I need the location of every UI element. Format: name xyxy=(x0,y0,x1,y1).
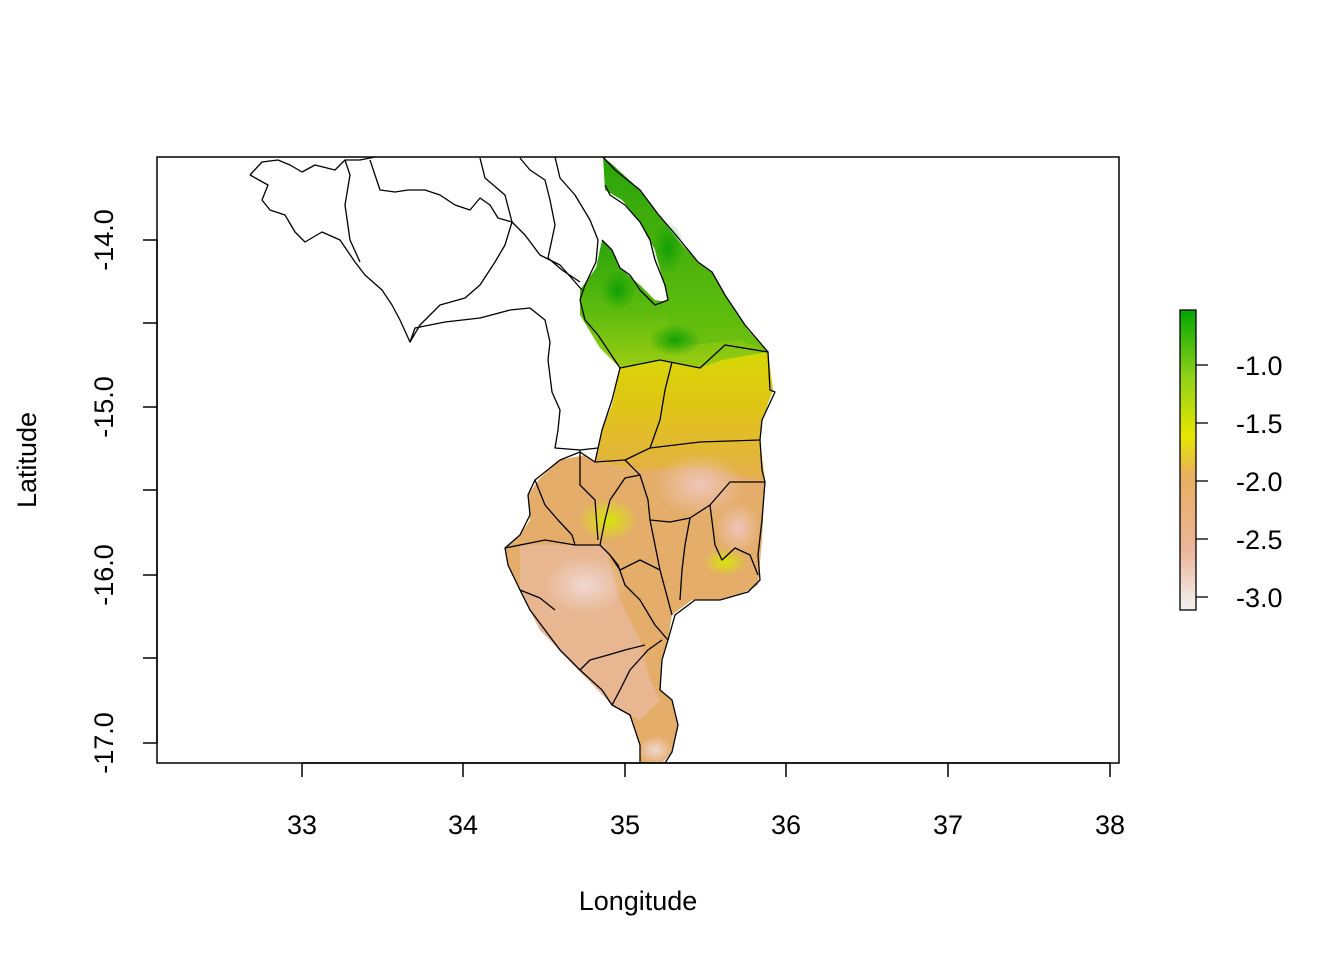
boundary-central-districts xyxy=(594,361,765,523)
boundary-western-region xyxy=(249,157,513,343)
x-tick-label: 36 xyxy=(771,810,801,840)
x-axis: 33 34 35 36 37 38 Longitude xyxy=(287,762,1125,916)
boundary-north-west-district xyxy=(579,239,769,369)
legend-tick-label: -1.0 xyxy=(1236,351,1283,381)
x-tick-label: 34 xyxy=(448,810,478,840)
x-tick-label: 35 xyxy=(610,810,640,840)
raster-central-belt xyxy=(595,352,773,480)
raster-layer xyxy=(505,157,773,763)
district-boundaries xyxy=(249,157,776,763)
boundary-lower-valley xyxy=(579,639,679,763)
boundary-northwest-split xyxy=(344,157,583,291)
x-tick-label: 33 xyxy=(287,810,317,840)
boundary-north-inner xyxy=(519,157,599,283)
y-axis: -14.0 -15.0 -16.0 -17.0 Latitude xyxy=(12,209,158,774)
y-axis-title: Latitude xyxy=(12,412,42,508)
legend-colorbar xyxy=(1179,309,1197,611)
y-tick-label: -14.0 xyxy=(89,209,119,271)
raster-yellow-spot-se xyxy=(703,548,747,576)
raster-light-spot-se xyxy=(716,502,760,554)
raster-yellow-spot-centre xyxy=(578,498,638,542)
raster-green-spot-nw xyxy=(600,270,636,310)
y-tick-label: -15.0 xyxy=(89,376,119,438)
x-axis-title: Longitude xyxy=(579,886,698,916)
raster-green-spot-mid xyxy=(649,324,701,356)
legend-tick-label: -3.0 xyxy=(1236,583,1283,613)
y-tick-label: -16.0 xyxy=(89,544,119,606)
y-tick-label: -17.0 xyxy=(89,712,119,774)
legend-tick-label: -2.5 xyxy=(1236,525,1283,555)
legend-tick-label: -1.5 xyxy=(1236,409,1283,439)
boundary-southern-districts xyxy=(504,450,759,763)
x-tick-label: 37 xyxy=(933,810,963,840)
raster-light-spot-east xyxy=(655,453,745,517)
raster-light-spot-valley xyxy=(637,736,673,763)
raster-north-west xyxy=(580,240,768,368)
x-tick-label: 38 xyxy=(1095,810,1125,840)
boundary-north-lakeshore xyxy=(601,157,776,641)
boundary-central-west xyxy=(409,307,599,451)
raster-light-spot-west xyxy=(543,555,627,615)
legend-tick-label: -2.0 xyxy=(1236,467,1283,497)
color-legend: -1.0 -1.5 -2.0 -2.5 -3.0 xyxy=(1179,309,1283,613)
